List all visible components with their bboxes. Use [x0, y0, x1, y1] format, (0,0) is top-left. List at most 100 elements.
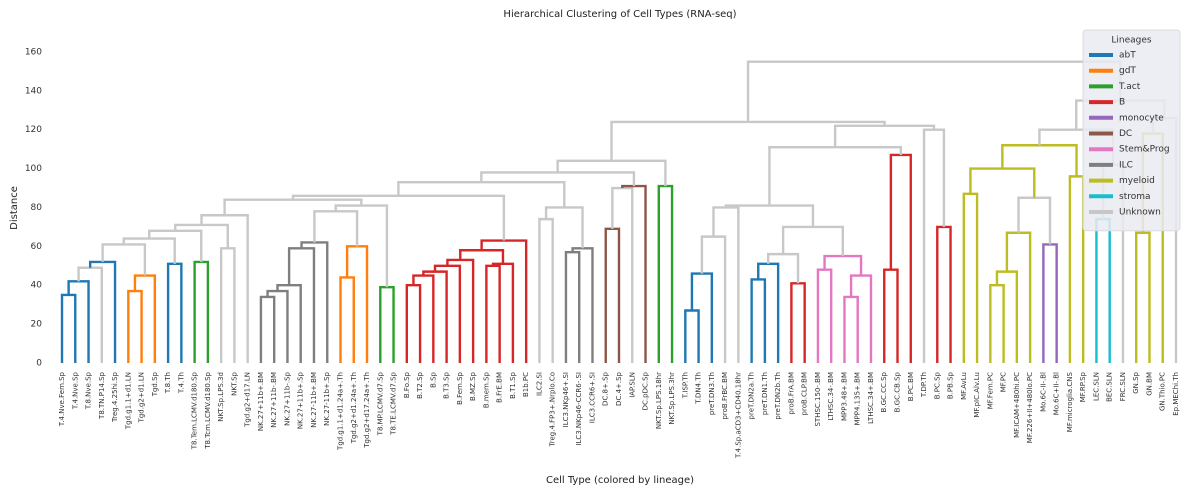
leaf-label: Mo.6C-II-.Bl	[1039, 372, 1047, 412]
leaf-label: Tgd.g2+d17.LN	[244, 372, 252, 428]
leaf-label: proB.FrA.BM	[787, 372, 795, 415]
y-tick-label: 60	[31, 242, 43, 252]
link	[345, 245, 369, 363]
leaf-label: preT.DN2b.Th	[774, 372, 782, 420]
leaf-label: NKT.Sp.LPS.18hr	[655, 372, 663, 429]
link	[833, 124, 936, 148]
leaf-label: MPP4.135+.BM	[854, 372, 862, 425]
leaf-label: B1b.PC	[522, 372, 530, 397]
link	[300, 241, 329, 363]
legend-label: B	[1119, 98, 1125, 108]
leaf-label: B.FrE.BM	[496, 372, 504, 403]
leaf-label: preT.DN3.Th	[708, 372, 716, 415]
link	[564, 250, 581, 363]
legend-label: T.act	[1118, 82, 1141, 92]
link	[936, 225, 952, 363]
leaf-label: Tgd.g2+d17.24a+.Th	[363, 372, 371, 449]
link	[768, 146, 903, 206]
leaf-label: B.Sp	[429, 371, 437, 387]
leaf-label: ILC2.SI	[535, 372, 543, 396]
link	[1005, 231, 1032, 363]
leaf-label: T8.Tem.LCMV.d180.Sp	[191, 371, 199, 450]
leaf-label: BEC.SLN	[1106, 372, 1114, 402]
legend-label: DC	[1119, 129, 1132, 139]
leaf-label: NK.27-11b+.BM	[310, 372, 318, 428]
leaf-label: ILC3.NKp46-CCR6-.SI	[575, 372, 583, 446]
link	[962, 192, 979, 363]
link	[1001, 144, 1078, 177]
leaf-label: NK.27+11b+.Sp	[297, 371, 305, 429]
link	[781, 225, 844, 257]
leaf-label: NK.27-11b+.Sp	[323, 371, 331, 425]
legend-label: gdT	[1119, 66, 1136, 76]
leaf-label: B.T2.Sp	[416, 371, 424, 398]
link	[259, 295, 276, 363]
link	[122, 237, 176, 264]
y-tick-label: 140	[25, 86, 42, 96]
link	[291, 194, 506, 241]
link	[889, 153, 912, 363]
links	[60, 60, 1178, 363]
link	[610, 120, 886, 161]
leaf-label: T.8.Nve.Sp	[85, 371, 93, 410]
link	[684, 309, 700, 363]
leaf-label: Tgd.Sp	[151, 371, 159, 397]
leaf-label: MF.pIC.Alv.Lu	[973, 372, 981, 418]
leaf-label: T.4.Th	[177, 372, 185, 394]
link	[604, 227, 621, 363]
link	[690, 272, 714, 363]
leaf-label: DC.pDC.Sp	[642, 371, 650, 410]
leaf-label: MF.AvLu	[960, 372, 968, 400]
leaf-label: B.PB.Sp	[947, 371, 955, 399]
link	[101, 243, 147, 276]
leaf-label: DC.8+.Sp	[602, 371, 610, 405]
link	[922, 128, 946, 363]
link	[657, 184, 674, 363]
link	[422, 270, 448, 363]
leaf-label: B.MZ.Sp	[469, 371, 477, 401]
link	[712, 206, 740, 363]
link	[127, 289, 143, 363]
leaf-label: T.4.Sp.aCD3+CD40.18hr	[734, 372, 742, 459]
link	[538, 217, 554, 363]
leaf-label: Tgd.g2+d1.LN	[138, 372, 146, 423]
leaf-label: MF.microglia.CNS	[1066, 371, 1074, 432]
link	[276, 284, 302, 363]
link	[219, 247, 236, 363]
chart-title: Hierarchical Clustering of Cell Types (R…	[503, 9, 736, 20]
link	[412, 274, 435, 363]
link	[790, 282, 806, 363]
link	[379, 285, 395, 363]
leaf-label: ILC3.NKp46+.SI	[562, 372, 570, 427]
link	[1042, 243, 1058, 363]
leaf-label: Treg.4.25hi.Sp	[111, 371, 119, 423]
leaf-label: ILC3.CCR6+.SI	[588, 372, 596, 423]
legend-label: Unknown	[1119, 208, 1161, 218]
leaf-label: T8.TN.P14.Sp	[98, 371, 106, 419]
link	[60, 293, 77, 363]
leaf-label: MF.ICAM+480hi.PC	[1013, 372, 1021, 438]
leaf-label: B.T3.Sp	[443, 371, 451, 398]
leaf-label: preT.DN2a.Th	[748, 372, 756, 419]
link	[989, 284, 1005, 363]
link	[1095, 217, 1111, 363]
link	[556, 159, 667, 187]
link	[843, 295, 859, 363]
link	[446, 258, 475, 363]
leaf-labels: T.4.Nve.Fem.Sp T.4.Nve.Sp T.8.Nve.Sp T8.TN.…	[58, 371, 1180, 459]
leaf-label: B.GC.CC.Sp	[880, 371, 888, 412]
leaf-label: NKT.Sp.LPS.3hr	[668, 372, 676, 425]
leaf-label: MF.RP.Sp	[1079, 371, 1087, 402]
leaf-label: NK.27+11b-.Sp	[283, 371, 291, 425]
leaf-label: T8.TE.LCMV.d7.Sp	[390, 371, 398, 435]
legend-label: ILC	[1119, 160, 1133, 170]
link	[339, 276, 355, 363]
leaf-label: B.mem.Sp	[482, 371, 490, 408]
leaf-label: MF.PC	[1000, 372, 1008, 392]
leaf-label: B.GC.CB.Sp	[894, 371, 902, 412]
leaf-label: IAP.SLN	[628, 372, 636, 398]
legend-label: monocyte	[1119, 113, 1164, 123]
link	[405, 284, 422, 363]
